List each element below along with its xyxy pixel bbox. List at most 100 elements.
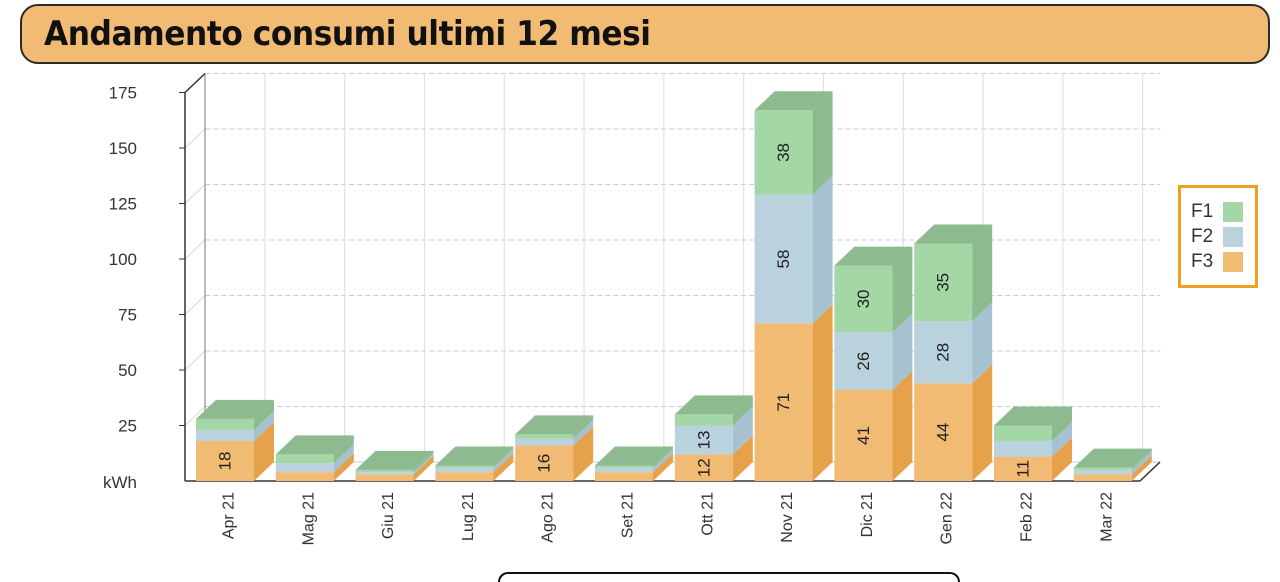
bar-segment-f1 [1073, 467, 1132, 470]
legend-label-f3: F3 [1191, 251, 1214, 272]
legend-swatch-f2 [1223, 227, 1243, 247]
gridline-left-wall [184, 184, 206, 204]
bar-data-label: 18 [216, 452, 235, 471]
bar-side-f3 [1131, 455, 1152, 481]
bar-side-f2 [493, 448, 514, 473]
chart-legend: F1 F2 F3 [1178, 185, 1258, 288]
gridline-left-wall [184, 295, 206, 315]
bar-top-face [355, 450, 434, 470]
bar-side-f3 [493, 453, 514, 481]
bar-segment-f2 [595, 467, 653, 473]
y-tick-label: 150 [109, 139, 137, 158]
bar-top-face [674, 395, 753, 415]
bar-stack [355, 450, 434, 481]
bar-segment-f1 [435, 465, 494, 468]
y-tick-label: 50 [118, 361, 137, 380]
bar-data-label: 12 [694, 458, 713, 477]
y-axis-top [184, 72, 206, 94]
bar-segment-f2 [275, 463, 334, 473]
bar-segment-f1 [914, 243, 973, 322]
bar-segment-f3 [834, 389, 893, 481]
y-tick-label: 100 [109, 250, 137, 269]
chart-title-bar: Andamento consumi ultimi 12 mesi [20, 4, 1270, 64]
bar-segment-f2 [435, 467, 494, 473]
bar-segment-f1 [674, 414, 733, 426]
bar-segment-f1 [994, 425, 1052, 442]
bar-side-f3 [812, 304, 833, 481]
gridline-left-wall [184, 239, 206, 260]
bar-side-f2 [1052, 422, 1072, 457]
bar-segment-f3 [1073, 474, 1132, 481]
bar-side-f1 [1131, 448, 1152, 470]
bar-top-face [275, 435, 354, 455]
bar-side-f2 [892, 313, 913, 390]
bar-top-face [994, 406, 1072, 426]
bar-side-f3 [573, 426, 594, 481]
bar-data-label: 35 [934, 273, 953, 292]
y-axis-unit-label: kWh [103, 473, 137, 492]
x-tick-label: Feb 22 [1019, 492, 1036, 542]
bar-side-f1 [254, 399, 274, 430]
bar-segment-f1 [196, 418, 254, 430]
bar-side-f3 [1052, 437, 1072, 481]
bar-side-f2 [653, 448, 673, 473]
x-axis-depth-edge [1139, 461, 1161, 482]
bar-segment-f1 [275, 454, 334, 464]
bar-stack: 71 58 38 [754, 91, 833, 481]
bar-top-face [515, 415, 594, 435]
bar-segment-f3 [435, 472, 494, 481]
bar-segment-f2 [674, 425, 733, 455]
gridline-left-wall [184, 350, 206, 371]
bar-segment-f3 [355, 474, 414, 481]
bar-side-f1 [1052, 406, 1072, 442]
gridline-left-wall [184, 406, 206, 426]
bar-side-f2 [732, 406, 753, 455]
bar-data-label: 41 [854, 426, 873, 445]
bar-segment-f1 [834, 265, 893, 333]
x-tick-label: Mar 22 [1098, 492, 1115, 542]
bar-side-f2 [254, 410, 274, 442]
bar-top-face [914, 224, 993, 244]
bar-stack: 44 28 35 [914, 224, 993, 481]
bar-stack [1073, 448, 1152, 481]
y-tick-label: 175 [109, 84, 137, 103]
bar-data-label: 11 [1014, 460, 1033, 478]
x-tick-label: Set 21 [620, 492, 637, 538]
bar-side-f1 [972, 224, 993, 322]
bar-segment-f2 [1073, 469, 1132, 475]
bar-top-face [754, 91, 833, 111]
bar-side-f3 [892, 370, 913, 481]
bar-side-f3 [333, 453, 354, 481]
bar-top-face [435, 446, 514, 466]
x-tick-label: Dic 21 [859, 492, 876, 537]
y-tick-label: 75 [118, 306, 137, 325]
bar-side-f3 [653, 453, 673, 481]
bar-segment-f3 [515, 445, 574, 481]
bar-segment-f3 [994, 456, 1052, 481]
bar-data-label: 16 [535, 454, 554, 473]
bar-data-label: 44 [934, 423, 953, 442]
x-tick-label: Nov 21 [779, 492, 796, 543]
x-tick-label: Gen 22 [939, 492, 956, 545]
legend-swatch-f3 [1223, 252, 1243, 272]
bar-data-label: 28 [934, 343, 953, 362]
bar-segment-f2 [754, 194, 813, 324]
bar-data-label: 26 [854, 352, 873, 371]
bar-side-f2 [573, 419, 594, 446]
bar-side-f2 [1131, 450, 1152, 475]
bar-stack: 41 26 30 [834, 246, 913, 481]
y-tick-label: 125 [109, 195, 137, 214]
bar-side-f1 [333, 435, 354, 464]
bar-segment-f3 [196, 441, 254, 481]
bar-side-f1 [573, 415, 594, 439]
x-tick-label: Lug 21 [460, 492, 477, 541]
x-tick-label: Ott 21 [699, 492, 716, 536]
bar-segment-f3 [595, 472, 653, 481]
bar-data-label: 38 [774, 143, 793, 162]
bar-segment-f2 [834, 332, 893, 390]
legend-swatch-f1 [1223, 202, 1243, 222]
bar-side-f1 [653, 446, 673, 468]
bar-segment-f3 [914, 383, 973, 481]
x-tick-label: Apr 21 [221, 492, 238, 539]
